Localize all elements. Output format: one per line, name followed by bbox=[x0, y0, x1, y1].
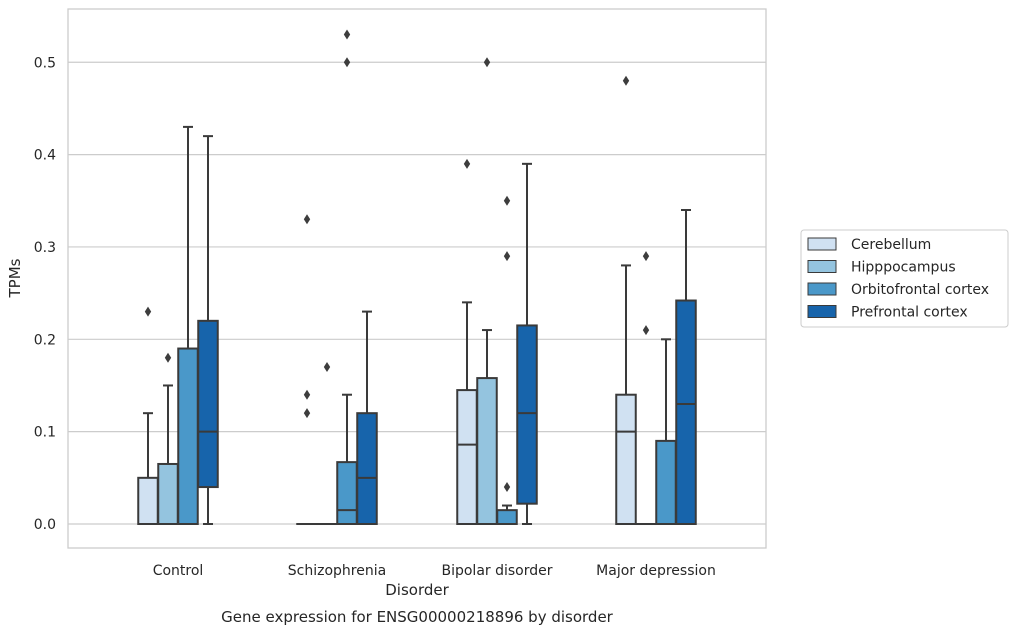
outlier-point bbox=[144, 306, 152, 317]
box-series bbox=[137, 29, 697, 526]
box-0-3 bbox=[615, 75, 637, 525]
outlier-point bbox=[483, 57, 491, 68]
box-3-3 bbox=[675, 209, 697, 525]
legend-label: Prefrontal cortex bbox=[851, 305, 968, 321]
box-body bbox=[157, 462, 179, 526]
y-axis-label: TPMs bbox=[6, 258, 24, 298]
legend-label: Orbitofrontal cortex bbox=[851, 282, 989, 298]
x-tick-label: Bipolar disorder bbox=[441, 563, 552, 579]
box-3-1 bbox=[356, 310, 378, 525]
legend-swatch bbox=[807, 237, 837, 251]
box-body bbox=[476, 377, 498, 525]
box-2-0 bbox=[177, 125, 199, 525]
box-body bbox=[516, 324, 538, 505]
legend-frame bbox=[800, 229, 1009, 328]
box-body bbox=[137, 476, 159, 526]
box-body bbox=[356, 412, 378, 525]
outlier-point bbox=[503, 195, 511, 206]
y-tick-label: 0.0 bbox=[34, 517, 56, 533]
chart-caption: Gene expression for ENSG00000218896 by d… bbox=[221, 608, 614, 626]
box-1-0 bbox=[157, 352, 179, 526]
outlier-point bbox=[303, 389, 311, 400]
box-body bbox=[496, 509, 518, 525]
box-0-2 bbox=[456, 158, 478, 525]
box-body bbox=[615, 393, 637, 525]
box-3-2 bbox=[516, 162, 538, 525]
plot-frame bbox=[67, 8, 767, 549]
y-tick-label: 0.4 bbox=[34, 148, 56, 164]
legend-label: Hipppocampus bbox=[851, 260, 956, 276]
box-body bbox=[456, 389, 478, 525]
y-tick-labels: 0.0 0.1 0.2 0.3 0.4 0.5 bbox=[34, 55, 56, 533]
x-tick-label: Major depression bbox=[596, 563, 716, 579]
box-2-1 bbox=[336, 29, 358, 525]
box-body bbox=[336, 461, 358, 525]
y-tick-label: 0.1 bbox=[34, 425, 56, 441]
outlier-point bbox=[503, 251, 511, 262]
outlier-point bbox=[642, 251, 650, 262]
x-axis-label: Disorder bbox=[385, 581, 449, 599]
legend-label: Cerebellum bbox=[851, 237, 931, 253]
outlier-point bbox=[622, 75, 630, 86]
x-tick-label: Control bbox=[153, 563, 204, 579]
box-body bbox=[197, 319, 219, 489]
box-0-0 bbox=[137, 306, 159, 526]
x-tick-label: Schizophrenia bbox=[288, 563, 386, 579]
legend-swatch bbox=[807, 305, 837, 318]
outlier-point bbox=[343, 57, 351, 68]
outlier-point bbox=[303, 214, 311, 225]
box-1-3 bbox=[635, 251, 657, 526]
outlier-point bbox=[343, 29, 351, 40]
box-body bbox=[177, 347, 199, 525]
outlier-point bbox=[503, 482, 511, 493]
box-body bbox=[675, 299, 697, 525]
outlier-point bbox=[642, 325, 650, 336]
outlier-point bbox=[164, 352, 172, 363]
legend-swatch bbox=[807, 260, 837, 273]
box-3-0 bbox=[197, 135, 219, 525]
x-tick-labels: Control Schizophrenia Bipolar disorder Majo… bbox=[153, 563, 716, 579]
outlier-point bbox=[463, 158, 471, 169]
box-0-1 bbox=[296, 214, 318, 526]
box-1-2 bbox=[476, 57, 498, 525]
box-body bbox=[655, 439, 677, 526]
legend: Cerebellum Hipppocampus Orbitofrontal cort… bbox=[800, 229, 1009, 328]
y-tick-label: 0.5 bbox=[34, 55, 56, 71]
y-tick-label: 0.2 bbox=[34, 332, 56, 348]
legend-swatch bbox=[807, 282, 837, 296]
box-2-2 bbox=[496, 195, 518, 525]
outlier-point bbox=[303, 408, 311, 419]
y-tick-label: 0.3 bbox=[34, 240, 56, 256]
outlier-point bbox=[323, 362, 331, 373]
